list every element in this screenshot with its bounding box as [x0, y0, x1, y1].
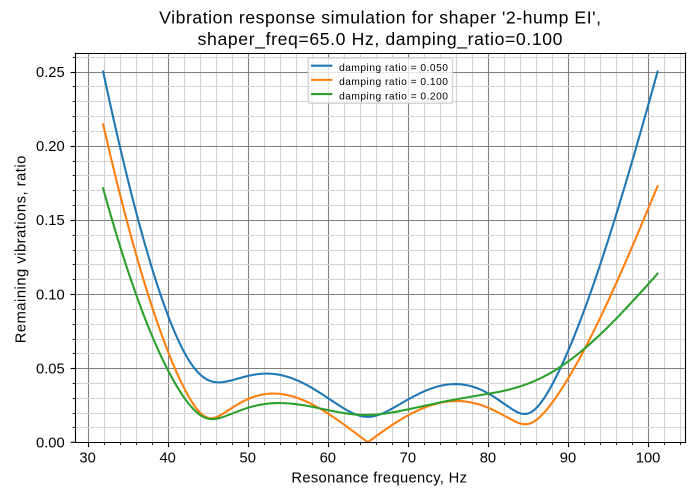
svg-text:0.00: 0.00 — [36, 436, 65, 452]
svg-text:Resonance frequency, Hz: Resonance frequency, Hz — [291, 471, 467, 487]
svg-text:0.25: 0.25 — [36, 65, 65, 81]
svg-text:100: 100 — [636, 451, 661, 467]
svg-text:30: 30 — [79, 451, 95, 467]
svg-text:Remaining vibrations, ratio: Remaining vibrations, ratio — [13, 155, 29, 343]
svg-text:0.10: 0.10 — [36, 287, 65, 303]
svg-text:shaper_freq=65.0 Hz, damping_r: shaper_freq=65.0 Hz, damping_ratio=0.100 — [198, 29, 563, 50]
svg-text:damping ratio = 0.100: damping ratio = 0.100 — [339, 77, 448, 88]
svg-text:80: 80 — [480, 451, 496, 467]
svg-text:50: 50 — [240, 451, 256, 467]
svg-text:40: 40 — [159, 451, 175, 467]
svg-text:70: 70 — [400, 451, 416, 467]
svg-text:60: 60 — [320, 451, 336, 467]
svg-text:0.15: 0.15 — [36, 213, 65, 229]
svg-text:damping ratio = 0.200: damping ratio = 0.200 — [339, 91, 448, 102]
svg-text:Vibration response simulation: Vibration response simulation for shaper… — [159, 8, 601, 28]
svg-text:0.20: 0.20 — [36, 139, 65, 155]
svg-text:damping ratio = 0.050: damping ratio = 0.050 — [339, 63, 448, 74]
svg-text:90: 90 — [560, 451, 576, 467]
svg-text:0.05: 0.05 — [36, 361, 65, 377]
